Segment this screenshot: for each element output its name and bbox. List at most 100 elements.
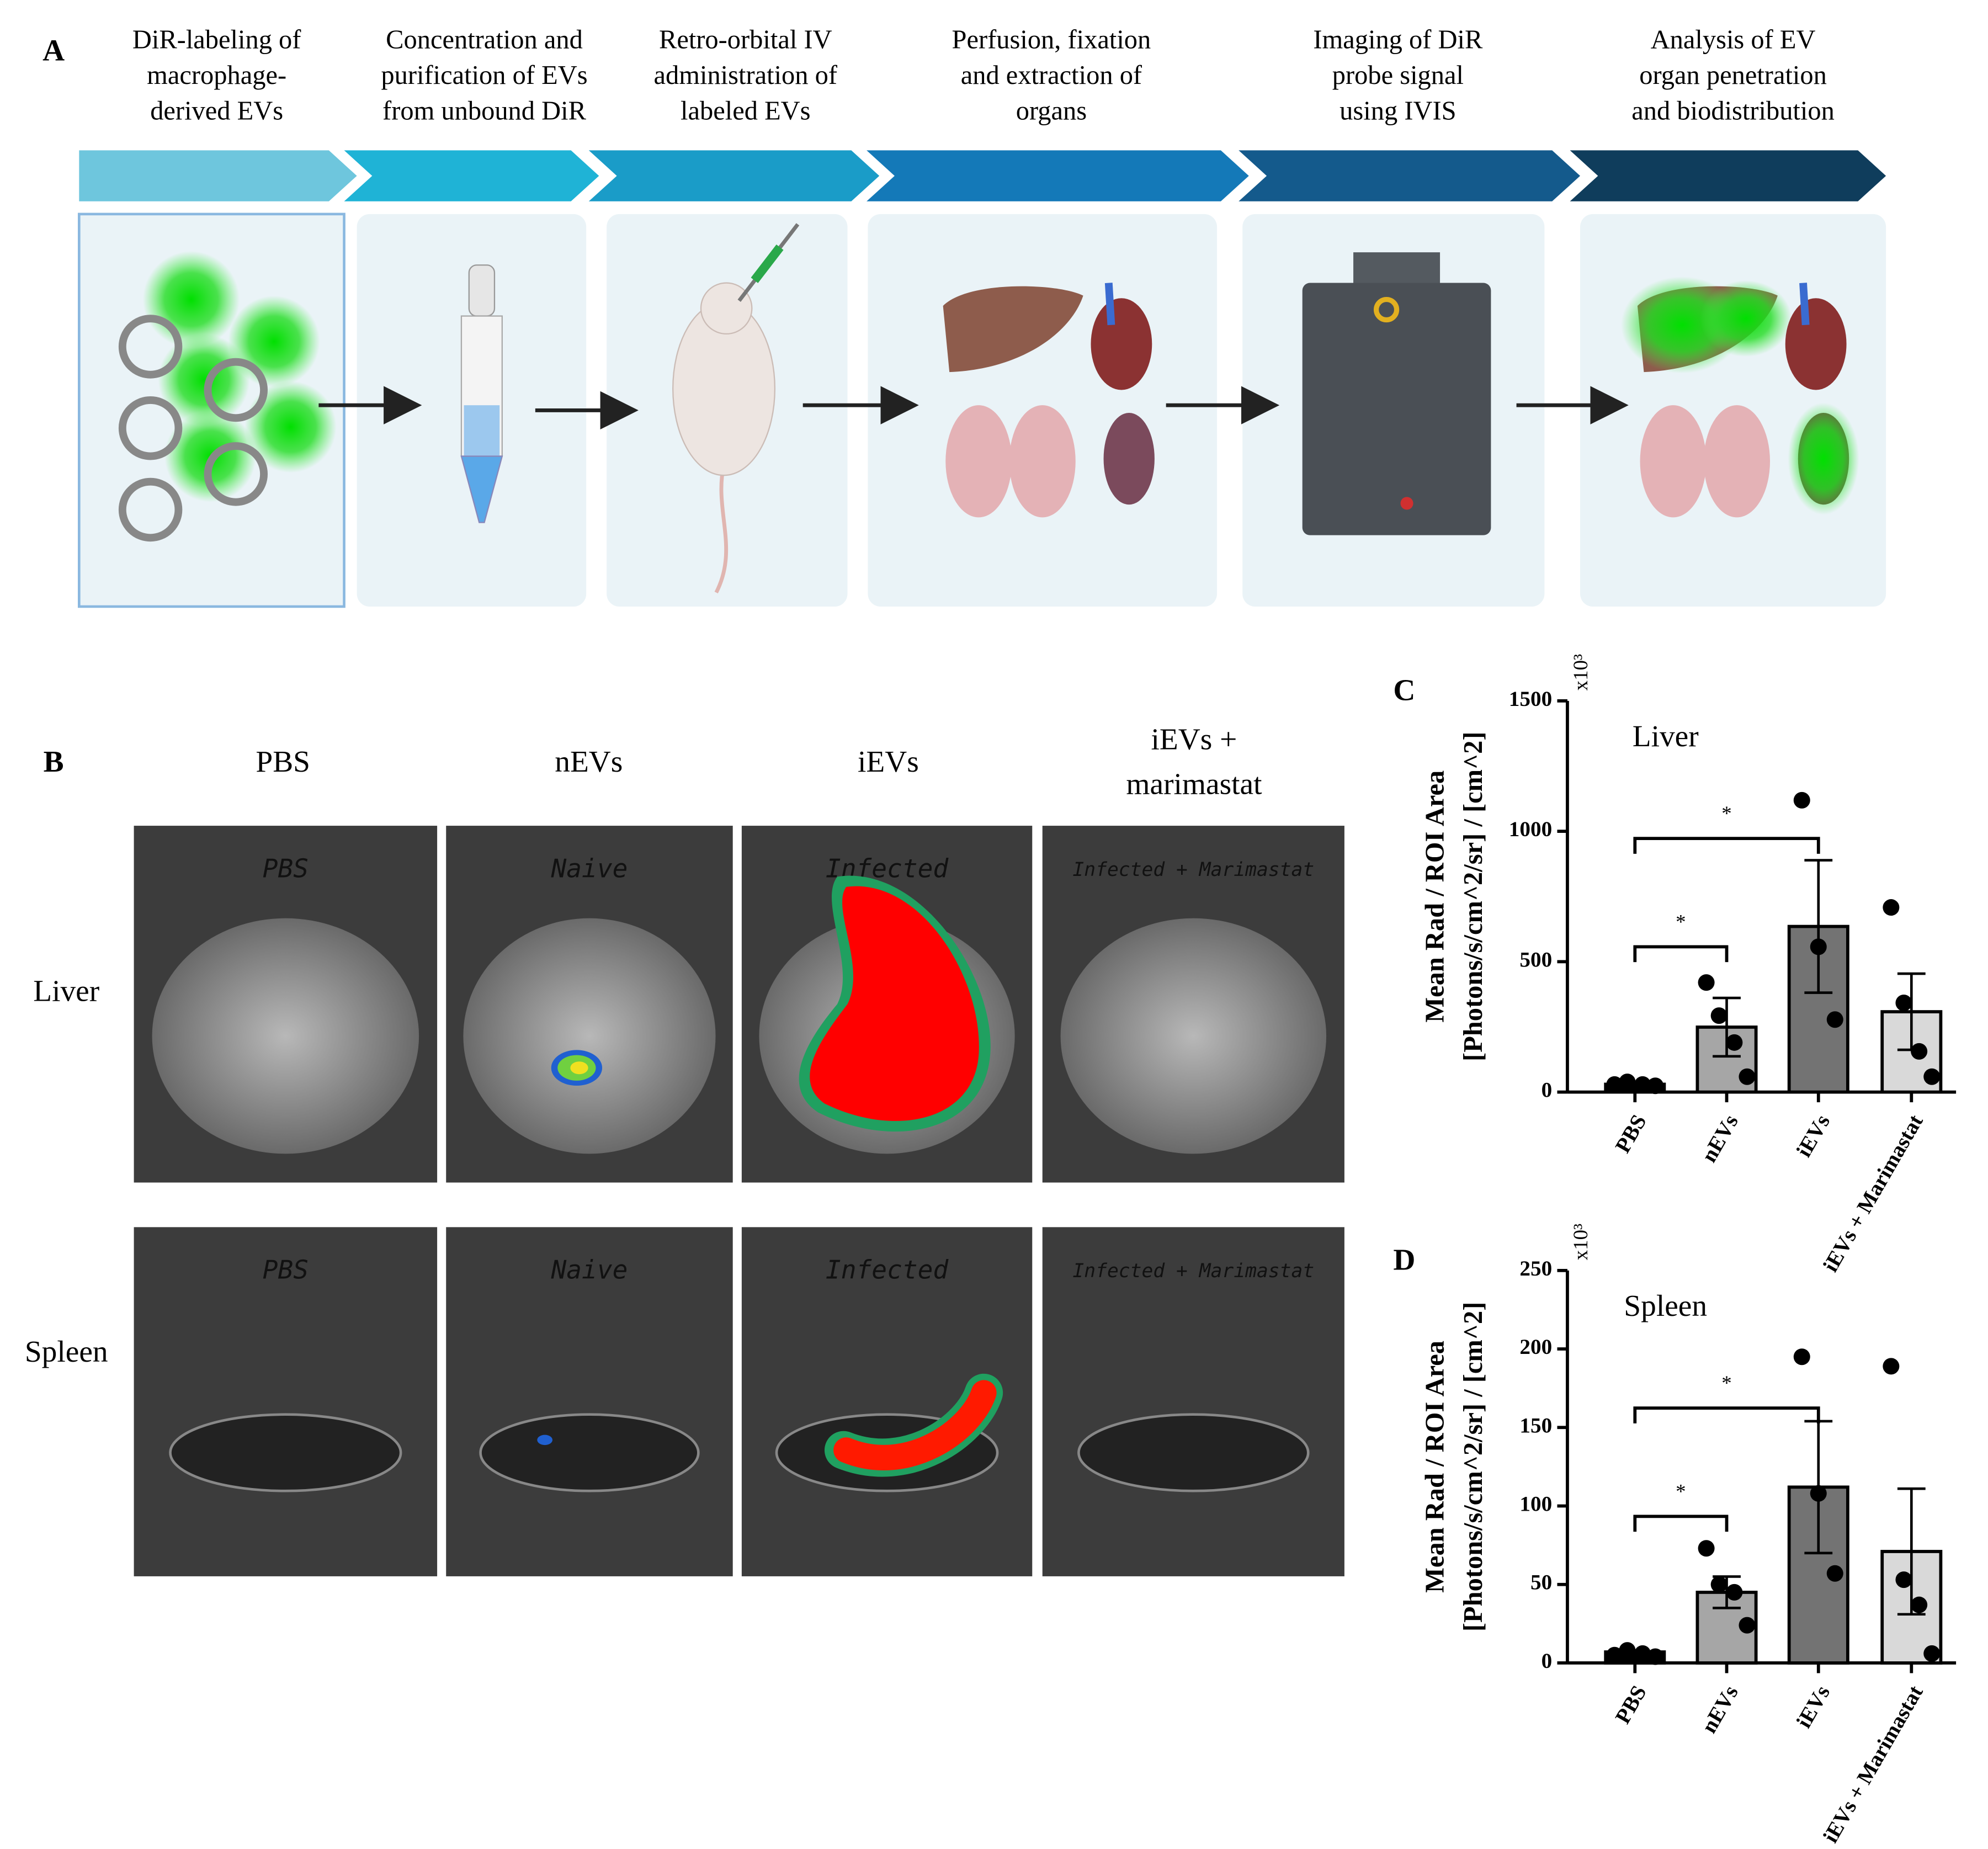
step-chevron (1570, 150, 1886, 201)
y-multiplier: x10³ (1569, 1224, 1592, 1260)
tube-liquid (464, 405, 500, 456)
liver-image (1060, 918, 1327, 1154)
x-tick-label: iEVs + Marimastat (1819, 1682, 1928, 1847)
y-tick-label: 1500 (1509, 687, 1552, 711)
ev-ring (118, 477, 183, 542)
data-point (1647, 1648, 1664, 1665)
tile-note: Naive (550, 1255, 628, 1285)
data-point (1911, 1043, 1928, 1060)
ev-icon (118, 251, 337, 542)
signal (833, 1380, 997, 1471)
y-tick-label: 0 (1542, 1649, 1553, 1673)
y-tick-label: 150 (1519, 1414, 1552, 1437)
spleen-glow (1788, 402, 1859, 515)
tube-icon (460, 264, 503, 523)
step-chevron (588, 150, 880, 201)
tile-background (446, 1227, 733, 1576)
ivis-tile: PBS (134, 1227, 438, 1576)
data-point (1739, 1068, 1756, 1085)
significance-bracket (1633, 1515, 1729, 1532)
step-label: Imaging of DiR (1313, 25, 1483, 54)
ivis-tile: Infected + Marimastat (1042, 826, 1344, 1183)
step-label: administration of (654, 61, 838, 90)
lung-icon (1703, 405, 1771, 518)
column-header: iEVs (858, 745, 919, 778)
tile-note: Infected (826, 1255, 949, 1285)
liver-glow (1700, 280, 1792, 357)
ivis-body (1302, 283, 1491, 535)
data-point (1606, 1646, 1623, 1664)
data-point (1647, 1077, 1664, 1094)
significance-bracket (1633, 1406, 1820, 1423)
y-tick-label: 200 (1519, 1335, 1552, 1359)
panel-label: B (44, 745, 64, 778)
column-header: marimastat (1126, 767, 1262, 800)
ivis-icon (1302, 252, 1491, 535)
step-label: macrophage- (147, 61, 286, 90)
step-label: Concentration and (386, 25, 583, 54)
tile-note: Infected + Marimastat (1072, 1260, 1314, 1282)
column-header: nEVs (555, 745, 623, 778)
y-tick-label: 0 (1542, 1078, 1553, 1102)
data-point (1634, 1645, 1651, 1662)
step-label: using IVIS (1339, 97, 1456, 126)
data-point (1793, 791, 1810, 809)
ivis-tile: PBS (134, 826, 438, 1183)
y-axis-label: [Photons/s/cm^2/sr] / [cm^2] (1459, 731, 1488, 1061)
tube-tip (460, 455, 503, 523)
data-point (1606, 1076, 1623, 1093)
step-label: and extraction of (961, 61, 1142, 90)
data-point (1726, 1034, 1743, 1051)
ev-ring (118, 315, 183, 379)
data-point (1739, 1617, 1756, 1634)
mouse-icon (672, 223, 800, 594)
tile-note: PBS (263, 853, 309, 883)
step-label: Retro-orbital IV (659, 25, 832, 54)
y-axis-label: [Photons/s/cm^2/sr] / [cm^2] (1459, 1302, 1488, 1632)
data-point (1810, 1485, 1827, 1502)
ivis-top (1353, 252, 1440, 286)
lung-icon (1640, 405, 1707, 518)
tube-cap (468, 264, 496, 317)
data-point (1726, 1584, 1743, 1601)
row-label: Spleen (25, 1335, 108, 1368)
data-point (1710, 1007, 1727, 1024)
ev-ring (118, 396, 183, 460)
step-label: organ penetration (1639, 61, 1827, 90)
spleen-icon (1103, 413, 1155, 505)
heart-icon (1091, 298, 1152, 390)
significance-label: * (1721, 802, 1731, 825)
liver-icon (943, 286, 1083, 373)
spleen-image (1077, 1413, 1310, 1492)
data-point (1793, 1348, 1810, 1366)
tile-note: PBS (263, 1255, 309, 1285)
y-tick-label: 100 (1519, 1492, 1552, 1516)
vessel (1104, 283, 1115, 326)
step-label: purification of EVs (381, 61, 587, 90)
significance-bracket (1633, 837, 1820, 854)
x-tick-label: PBS (1611, 1111, 1651, 1157)
data-point (1710, 1576, 1727, 1593)
step-label: derived EVs (150, 97, 283, 126)
step-chevron (867, 150, 1249, 201)
data-point (1826, 1011, 1843, 1028)
step-label: Analysis of EV (1651, 25, 1816, 54)
vessel (1799, 283, 1810, 326)
panel-label: C (1393, 673, 1415, 707)
data-point (1619, 1074, 1636, 1091)
data-point (1923, 1068, 1941, 1085)
y-multiplier: x10³ (1569, 654, 1592, 690)
dir-glow (158, 333, 250, 426)
y-tick-label: 1000 (1509, 817, 1552, 841)
x-tick-label: nEVs (1697, 1682, 1743, 1738)
chart-title: Liver (1633, 719, 1699, 753)
y-tick-label: 500 (1519, 948, 1552, 971)
step-label: labeled EVs (681, 97, 811, 126)
significance-label: * (1676, 1480, 1686, 1502)
significance-label: * (1676, 910, 1686, 933)
data-point (1826, 1565, 1843, 1582)
y-tick-label: 50 (1530, 1571, 1552, 1595)
step-label: from unbound DiR (382, 97, 587, 126)
x-tick-label: nEVs (1697, 1111, 1743, 1166)
